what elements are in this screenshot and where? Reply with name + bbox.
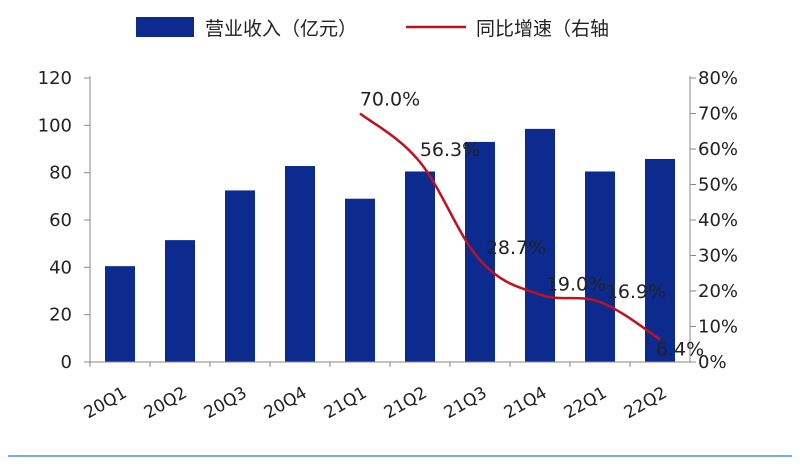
data-label-21Q2: 56.3% <box>420 139 480 161</box>
y-right-tick-label: 50% <box>698 175 738 196</box>
x-tick-label: 22Q1 <box>561 383 611 423</box>
legend-label-line: 同比增速（右轴 <box>476 18 609 40</box>
axes: 0 20 40 60 80 100 120 0% 10% 20% 30% 40% 50% 60% 70% 80… <box>38 68 738 423</box>
y-left-tick-label: 100 <box>38 115 72 136</box>
bottom-rule <box>8 455 792 457</box>
bar-20Q1 <box>105 266 135 362</box>
data-label-21Q4: 19.0% <box>546 274 606 296</box>
data-label-22Q2: 6.4% <box>656 338 704 360</box>
x-tick-label: 21Q4 <box>501 383 551 423</box>
bar-20Q3 <box>225 190 255 362</box>
data-labels: 70.0% 56.3% 28.7%19.0% 16.9% 6.4% <box>360 89 704 361</box>
growth-line <box>359 112 661 341</box>
x-tick-label: 20Q2 <box>141 383 191 423</box>
y-right-tick-label: 20% <box>698 281 738 302</box>
line-series <box>359 112 661 341</box>
data-label-21Q1: 70.0% <box>360 89 420 111</box>
y-right-tick-label: 60% <box>698 139 738 160</box>
y-right-tick-label: 70% <box>698 104 738 125</box>
x-tick-label: 20Q3 <box>201 383 251 423</box>
y-right-tick-label: 30% <box>698 246 738 267</box>
bar-21Q3 <box>465 141 495 362</box>
data-label-21Q3: 28.7% <box>486 237 546 259</box>
x-tick-label: 21Q2 <box>381 383 431 423</box>
x-tick-label: 20Q4 <box>261 383 311 423</box>
bar-20Q4 <box>285 166 315 362</box>
y-right-tick-label: 10% <box>698 317 738 338</box>
legend: 营业收入（亿元） 同比增速（右轴 <box>136 17 609 40</box>
bar-series <box>105 128 675 362</box>
bar-21Q1 <box>345 198 375 362</box>
y-left-tick-label: 40 <box>49 257 72 278</box>
x-tick-label: 21Q3 <box>441 383 491 423</box>
bar-20Q2 <box>165 240 195 362</box>
y-left-tick-label: 60 <box>49 210 72 231</box>
bar-22Q2 <box>645 158 675 362</box>
y-right-tick-label: 0% <box>698 352 727 373</box>
data-label-22Q1: 16.9% <box>606 281 666 303</box>
x-tick-label: 22Q2 <box>621 383 671 423</box>
y-left-tick-label: 80 <box>49 163 72 184</box>
y-right-tick-label: 80% <box>698 68 738 89</box>
y-left-tick-label: 20 <box>49 305 72 326</box>
bar-21Q2 <box>405 171 435 362</box>
bar-21Q4 <box>525 128 555 362</box>
bar-22Q1 <box>585 171 615 362</box>
legend-label-bar: 营业收入（亿元） <box>205 18 357 40</box>
y-left-tick-label: 0 <box>61 352 72 373</box>
x-tick-label: 21Q1 <box>321 383 371 423</box>
y-left-tick-label: 120 <box>38 68 72 89</box>
x-tick-label: 20Q1 <box>81 383 131 423</box>
legend-swatch-bar <box>136 17 194 37</box>
y-right-tick-label: 40% <box>698 210 738 231</box>
